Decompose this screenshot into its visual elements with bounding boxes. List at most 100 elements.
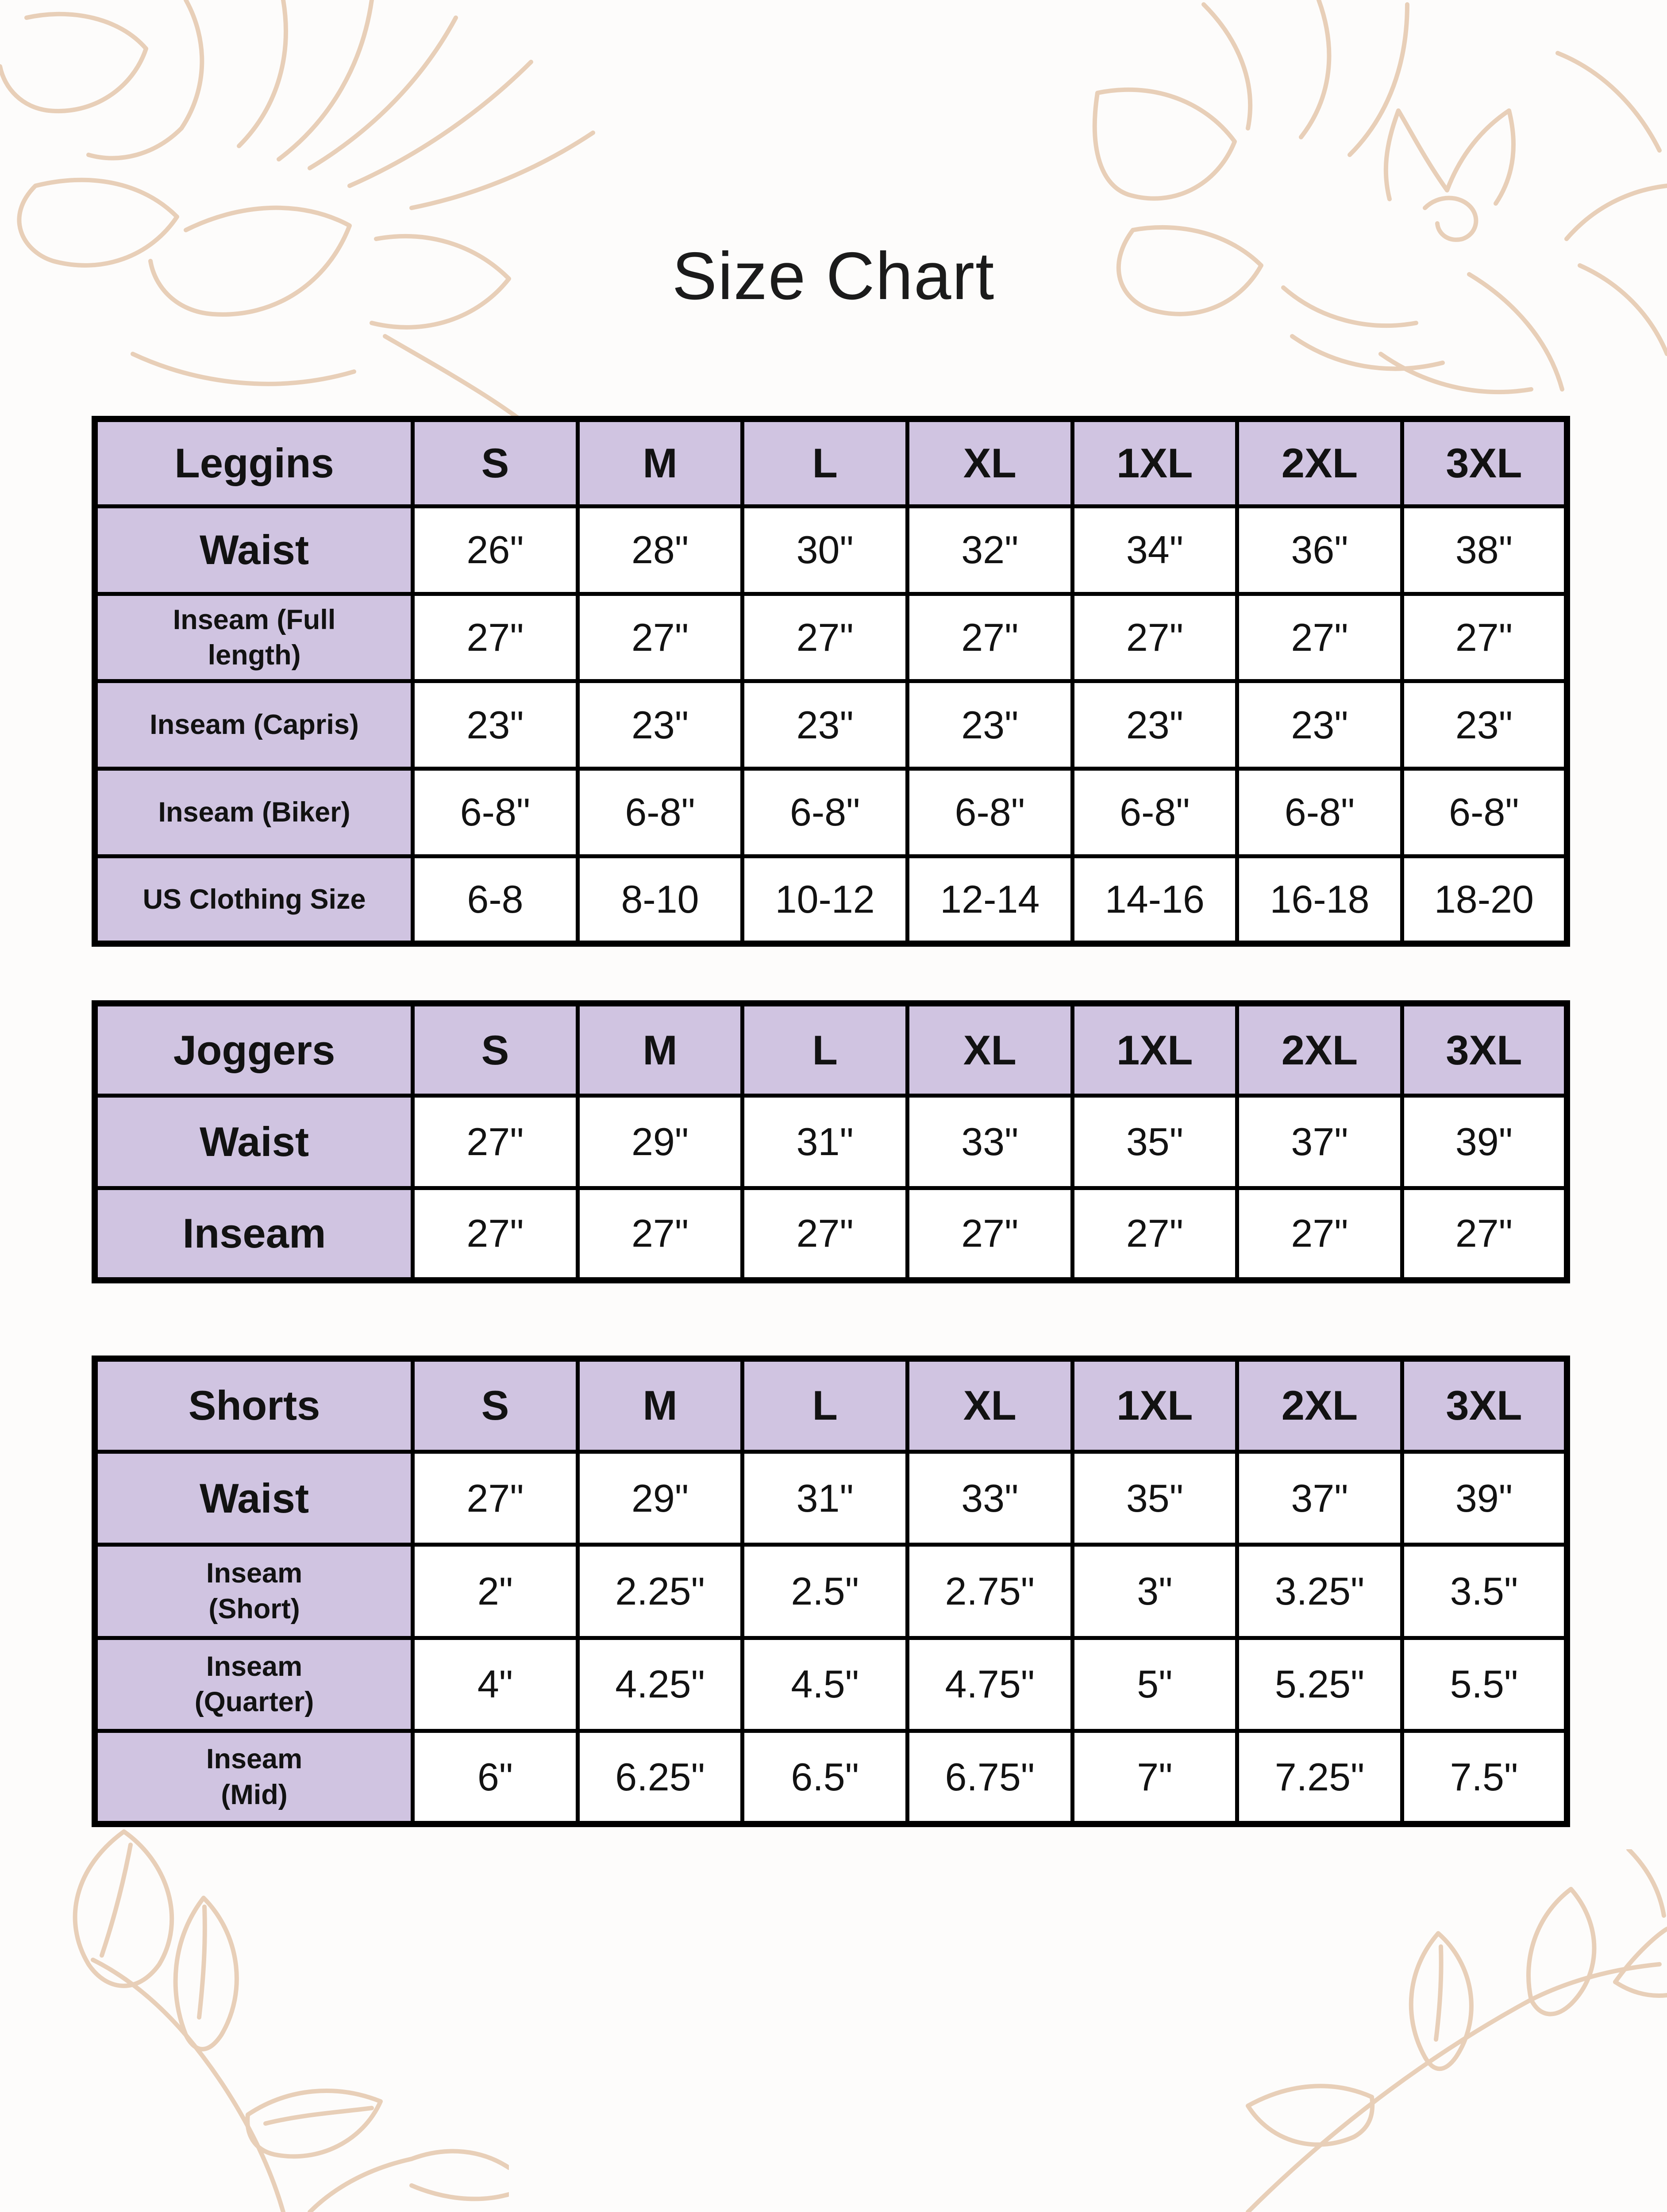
- measurement-value: 23": [575, 679, 745, 771]
- measurement-value: 37": [1235, 1094, 1404, 1190]
- size-column-header: 3XL: [1400, 417, 1569, 509]
- size-column-header: 3XL: [1400, 1356, 1569, 1454]
- size-column-header: M: [575, 417, 745, 509]
- measurement-value: 6-8": [1235, 767, 1404, 858]
- measurement-value: 26": [411, 504, 580, 596]
- measurement-value: 6-8": [575, 767, 745, 858]
- measurement-value: 31": [740, 1449, 909, 1547]
- row-label: Inseam (Full length): [92, 591, 415, 684]
- table-row: US Clothing Size 6-8 8-10 10-12 12-14 14-16 16…: [92, 854, 1569, 946]
- measurement-value: 2.5": [740, 1543, 909, 1640]
- measurement-value: 31": [740, 1094, 909, 1190]
- flower-top-right-icon: [1092, 0, 1667, 395]
- header-row: Shorts S M L XL 1XL 2XL 3XL: [92, 1356, 1569, 1454]
- size-column-header: XL: [905, 1356, 1074, 1454]
- measurement-value: 10-12: [740, 854, 909, 946]
- measurement-value: 3.25": [1235, 1543, 1404, 1640]
- measurement-value: 14-16: [1070, 854, 1240, 946]
- measurement-value: 6-8: [411, 854, 580, 946]
- measurement-value: 3.5": [1400, 1543, 1569, 1640]
- measurement-value: 27": [1400, 1186, 1569, 1283]
- measurement-value: 27": [905, 591, 1074, 684]
- flower-top-left-icon: [0, 0, 595, 438]
- measurement-value: 4.25": [575, 1636, 745, 1733]
- measurement-value: 27": [740, 1186, 909, 1283]
- measurement-value: 23": [1235, 679, 1404, 771]
- header-row: Leggins S M L XL 1XL 2XL 3XL: [92, 417, 1569, 509]
- measurement-value: 7.25": [1235, 1729, 1404, 1826]
- measurement-value: 6-8": [1070, 767, 1240, 858]
- row-label: Waist: [92, 504, 415, 596]
- header-row: Joggers S M L XL 1XL 2XL 3XL: [92, 1001, 1569, 1098]
- measurement-value: 23": [1070, 679, 1240, 771]
- measurement-value: 27": [411, 1449, 580, 1547]
- size-column-header: M: [575, 1356, 745, 1454]
- measurement-value: 6.5": [740, 1729, 909, 1826]
- size-column-header: S: [411, 417, 580, 509]
- measurement-value: 33": [905, 1094, 1074, 1190]
- measurement-value: 5.5": [1400, 1636, 1569, 1733]
- measurement-value: 6-8": [740, 767, 909, 858]
- measurement-value: 16-18: [1235, 854, 1404, 946]
- measurement-value: 3": [1070, 1543, 1240, 1640]
- measurement-value: 29": [575, 1094, 745, 1190]
- measurement-value: 8-10: [575, 854, 745, 946]
- measurement-value: 39": [1400, 1094, 1569, 1190]
- row-label: US Clothing Size: [92, 854, 415, 946]
- measurement-value: 6-8": [905, 767, 1074, 858]
- measurement-value: 18-20: [1400, 854, 1569, 946]
- measurement-value: 6-8": [411, 767, 580, 858]
- size-column-header: L: [740, 1356, 909, 1454]
- measurement-value: 6.25": [575, 1729, 745, 1826]
- table-row: Waist 27" 29" 31" 33" 35" 37" 39": [92, 1449, 1569, 1547]
- table-row: Inseam (Quarter) 4" 4.25" 4.5" 4.75" 5" 5.25" 5…: [92, 1636, 1569, 1733]
- measurement-value: 27": [1400, 591, 1569, 684]
- table-name-joggers: Joggers: [92, 1001, 415, 1098]
- measurement-value: 27": [1235, 1186, 1404, 1283]
- measurement-value: 27": [575, 1186, 745, 1283]
- size-column-header: 3XL: [1400, 1001, 1569, 1098]
- measurement-value: 5": [1070, 1636, 1240, 1733]
- row-label: Inseam (Mid): [92, 1729, 415, 1826]
- row-label: Inseam (Biker): [92, 767, 415, 858]
- measurement-value: 27": [411, 591, 580, 684]
- leaves-bottom-left-icon: [73, 1829, 509, 2212]
- measurement-value: 35": [1070, 1449, 1240, 1547]
- table-row: Inseam (Short) 2" 2.25" 2.5" 2.75" 3" 3.25" 3.5…: [92, 1543, 1569, 1640]
- joggers-size-table: Joggers S M L XL 1XL 2XL 3XL Waist 27" 29" 31" 33" 35…: [92, 1000, 1570, 1283]
- size-column-header: L: [740, 1001, 909, 1098]
- measurement-value: 6": [411, 1729, 580, 1826]
- measurement-value: 23": [905, 679, 1074, 771]
- measurement-value: 4": [411, 1636, 580, 1733]
- measurement-value: 29": [575, 1449, 745, 1547]
- measurement-value: 2": [411, 1543, 580, 1640]
- measurement-value: 27": [1070, 1186, 1240, 1283]
- measurement-value: 39": [1400, 1449, 1569, 1547]
- size-column-header: L: [740, 417, 909, 509]
- size-column-header: 2XL: [1235, 417, 1404, 509]
- measurement-value: 27": [1235, 591, 1404, 684]
- measurement-value: 32": [905, 504, 1074, 596]
- table-row: Waist 26" 28" 30" 32" 34" 36" 38": [92, 504, 1569, 596]
- measurement-value: 7.5": [1400, 1729, 1569, 1826]
- measurement-value: 4.75": [905, 1636, 1074, 1733]
- row-label: Waist: [92, 1094, 415, 1190]
- measurement-value: 37": [1235, 1449, 1404, 1547]
- measurement-value: 7": [1070, 1729, 1240, 1826]
- measurement-value: 38": [1400, 504, 1569, 596]
- leggins-size-table: Leggins S M L XL 1XL 2XL 3XL Waist 26" 28" 30" 32" 34…: [92, 416, 1570, 947]
- table-name-leggins: Leggins: [92, 417, 415, 509]
- page-title: Size Chart: [672, 238, 995, 314]
- row-label: Waist: [92, 1449, 415, 1547]
- measurement-value: 23": [1400, 679, 1569, 771]
- table-row: Inseam (Mid) 6" 6.25" 6.5" 6.75" 7" 7.25" 7.5": [92, 1729, 1569, 1826]
- measurement-value: 23": [740, 679, 909, 771]
- measurement-value: 2.75": [905, 1543, 1074, 1640]
- leaves-bottom-right-icon: [1246, 1849, 1667, 2212]
- measurement-value: 23": [411, 679, 580, 771]
- row-label: Inseam (Quarter): [92, 1636, 415, 1733]
- size-column-header: XL: [905, 1001, 1074, 1098]
- measurement-value: 34": [1070, 504, 1240, 596]
- table-row: Waist 27" 29" 31" 33" 35" 37" 39": [92, 1094, 1569, 1190]
